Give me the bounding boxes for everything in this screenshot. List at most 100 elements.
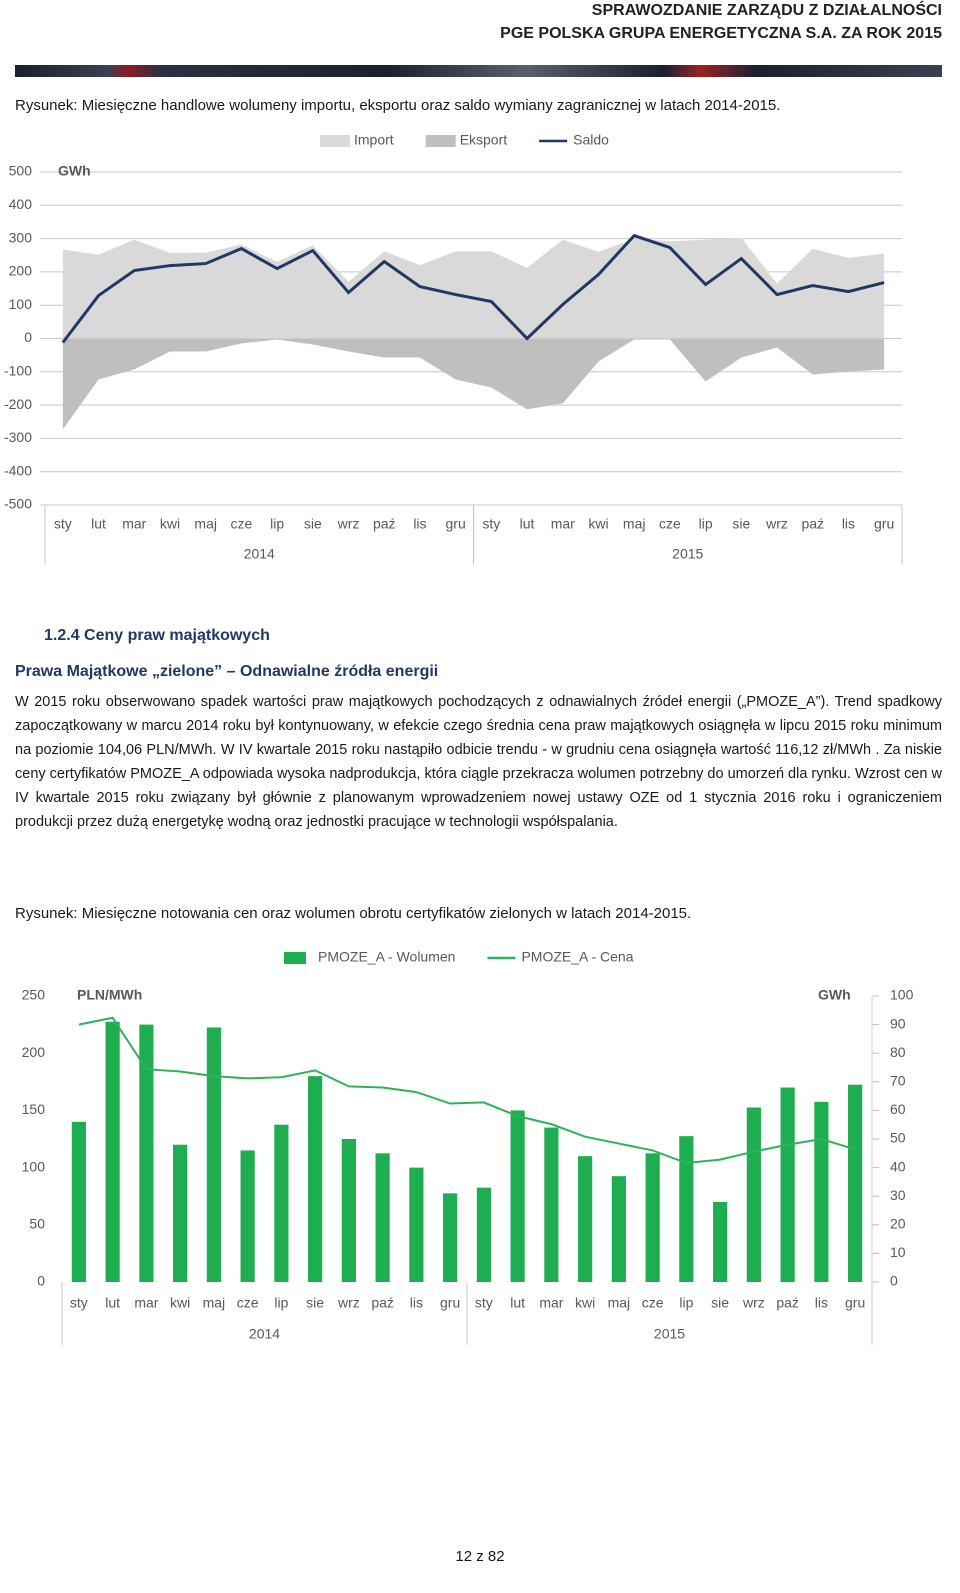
x-tick-label: sty — [475, 1295, 493, 1311]
x-tick-label: wrz — [765, 516, 788, 532]
bar — [848, 1084, 863, 1282]
x-tick-label: lis — [410, 1295, 423, 1311]
bar — [240, 1150, 255, 1282]
x-tick-label: lis — [842, 516, 855, 532]
year-label: 2015 — [672, 546, 703, 562]
bar — [713, 1201, 728, 1282]
page-number: 12 z 82 — [455, 1548, 505, 1565]
x-tick-label: kwi — [588, 516, 608, 532]
x-tick-label: lut — [520, 516, 535, 532]
figure-caption: Rysunek: Miesięczne handlowe wolumeny im… — [15, 97, 781, 114]
x-tick-label: sie — [304, 516, 322, 532]
y-tick-label: -300 — [4, 429, 32, 445]
legend-label: Import — [354, 132, 394, 148]
y-axis-label: PLN/MWh — [77, 987, 142, 1003]
bar — [173, 1144, 188, 1282]
bar — [206, 1027, 221, 1282]
x-tick-label: mar — [551, 516, 575, 532]
y-tick-label: -400 — [4, 462, 32, 478]
line — [78, 1016, 856, 1165]
y2-tick-label: 100 — [890, 987, 914, 1003]
x-tick-label: gru — [440, 1295, 460, 1311]
x-tick-label: sie — [732, 516, 750, 532]
x-tick-label: cze — [642, 1295, 664, 1311]
x-tick-label: kwi — [160, 516, 180, 532]
y2-tick-label: 40 — [890, 1158, 906, 1174]
legend-label: PMOZE_A - Wolumen — [318, 949, 455, 965]
legend-label: PMOZE_A - Cena — [521, 949, 633, 965]
bar — [341, 1139, 356, 1282]
y-tick-label: 200 — [9, 263, 33, 279]
bar — [274, 1124, 289, 1282]
bar — [544, 1127, 559, 1282]
bar — [814, 1101, 829, 1282]
year-label: 2015 — [654, 1326, 685, 1342]
x-tick-label: sie — [711, 1295, 729, 1311]
bar — [105, 1021, 120, 1282]
y2-tick-label: 30 — [890, 1187, 906, 1203]
y-tick-label: 500 — [9, 163, 33, 179]
y-tick-label: 300 — [9, 229, 33, 245]
year-label: 2014 — [249, 1326, 280, 1342]
x-tick-label: lip — [274, 1295, 288, 1311]
x-tick-label: cze — [237, 1295, 259, 1311]
y-tick-label: 150 — [22, 1101, 46, 1117]
x-tick-label: lut — [91, 516, 106, 532]
y-tick-label: -200 — [4, 396, 32, 412]
bar — [780, 1087, 795, 1282]
legend-label: Eksport — [460, 132, 508, 148]
chart: 0 50 100 150 200 250 0 10 20 30 40 50 60 70 80 90 100 PLN… — [22, 949, 914, 1345]
x-tick-label: paź — [776, 1295, 799, 1311]
bar — [443, 1193, 458, 1282]
x-tick-label: maj — [623, 516, 646, 532]
y2-tick-label: 90 — [890, 1015, 906, 1031]
x-tick-label: cze — [230, 516, 252, 532]
x-tick-label: sty — [54, 516, 72, 532]
y2-tick-label: 50 — [890, 1130, 906, 1146]
bar — [409, 1167, 424, 1282]
year-label: 2014 — [244, 546, 275, 562]
x-tick-label: paź — [373, 516, 396, 532]
section-title: 1.2.4 Ceny praw majątkowych — [44, 627, 270, 644]
header-strip — [15, 65, 942, 77]
legend-label: Saldo — [573, 132, 609, 148]
x-tick-label: lut — [105, 1295, 120, 1311]
y-tick-label: 100 — [9, 296, 33, 312]
x-tick-label: maj — [203, 1295, 226, 1311]
x-tick-label: mar — [134, 1295, 158, 1311]
header-line: SPRAWOZDANIE ZARZĄDU Z DZIAŁALNOŚCI — [591, 2, 942, 19]
x-tick-label: wrz — [337, 1295, 360, 1311]
x-tick-label: paź — [801, 516, 824, 532]
x-tick-label: sty — [482, 516, 500, 532]
x-tick-label: sty — [70, 1295, 88, 1311]
y2-tick-label: 70 — [890, 1073, 906, 1089]
x-tick-label: kwi — [170, 1295, 190, 1311]
bar — [375, 1153, 390, 1282]
line — [61, 233, 885, 344]
x-tick-label: maj — [194, 516, 217, 532]
legend-swatch — [320, 135, 350, 147]
y2-axis-label: GWh — [818, 987, 851, 1003]
bar — [679, 1136, 694, 1282]
chart: -500 -400 -300 -200 -100 0 100 200 300 400 500 GWh s… — [4, 132, 903, 565]
bar — [645, 1153, 660, 1282]
bar — [611, 1176, 626, 1282]
x-tick-label: kwi — [575, 1295, 595, 1311]
y2-tick-label: 10 — [890, 1244, 906, 1260]
x-tick-label: gru — [874, 516, 894, 532]
x-tick-label: cze — [659, 516, 681, 532]
bar — [139, 1024, 154, 1282]
x-tick-label: mar — [539, 1295, 563, 1311]
bar — [510, 1110, 525, 1282]
bar — [476, 1187, 491, 1282]
x-tick-label: lis — [815, 1295, 828, 1311]
y-tick-label: 250 — [22, 987, 46, 1003]
area — [62, 237, 885, 339]
figure-caption: Rysunek: Miesięczne notowania cen oraz w… — [15, 905, 692, 922]
legend-swatch — [425, 135, 456, 147]
x-tick-label: lip — [679, 1295, 693, 1311]
header-line: PGE POLSKA GRUPA ENERGETYCZNA S.A. ZA RO… — [500, 25, 942, 42]
x-tick-label: maj — [608, 1295, 631, 1311]
y-tick-label: -100 — [4, 363, 32, 379]
y-tick-label: 200 — [22, 1044, 46, 1060]
